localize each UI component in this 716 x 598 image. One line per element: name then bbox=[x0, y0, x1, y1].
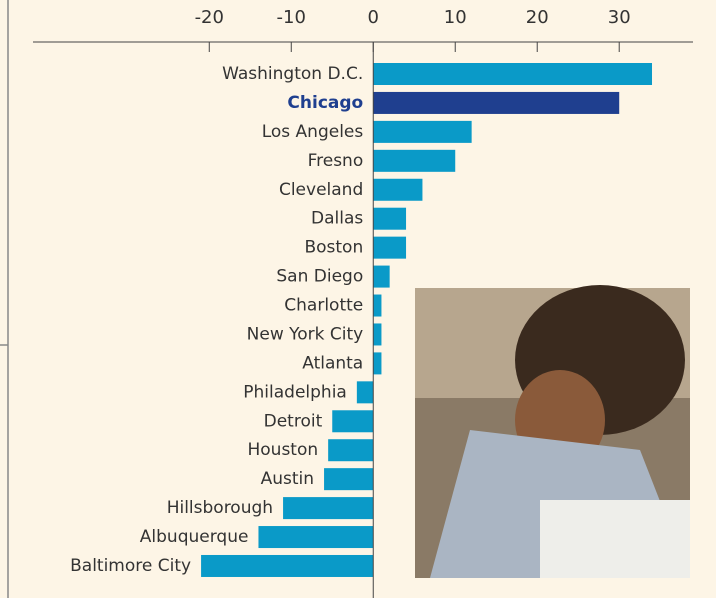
category-label: Hillsborough bbox=[167, 498, 273, 518]
category-label: Austin bbox=[261, 469, 314, 489]
bar bbox=[373, 208, 406, 230]
x-tick-label: -20 bbox=[195, 7, 224, 28]
category-label: Atlanta bbox=[302, 353, 363, 373]
bar bbox=[373, 179, 422, 201]
category-label: Boston bbox=[304, 238, 363, 258]
x-tick-label: -10 bbox=[277, 7, 306, 28]
x-tick-label: 0 bbox=[368, 7, 379, 28]
category-label: Fresno bbox=[308, 151, 364, 171]
photo bbox=[415, 285, 690, 578]
category-label: Dallas bbox=[311, 209, 363, 229]
bar bbox=[373, 150, 455, 172]
bar bbox=[373, 323, 381, 345]
category-label: Detroit bbox=[264, 411, 323, 431]
category-label: Chicago bbox=[287, 93, 363, 113]
bar bbox=[373, 295, 381, 317]
x-tick-label: 20 bbox=[526, 7, 549, 28]
x-tick-label: 30 bbox=[608, 7, 631, 28]
bar bbox=[357, 381, 373, 403]
bar bbox=[373, 266, 389, 288]
bar bbox=[373, 63, 652, 85]
bar bbox=[258, 526, 373, 548]
category-label: Baltimore City bbox=[70, 556, 191, 576]
bar bbox=[373, 92, 619, 114]
category-label: New York City bbox=[247, 324, 364, 344]
category-label: Cleveland bbox=[279, 180, 363, 200]
category-label: Charlotte bbox=[284, 296, 363, 316]
category-label: Philadelphia bbox=[243, 382, 347, 402]
bar bbox=[328, 439, 373, 461]
bar bbox=[201, 555, 373, 577]
category-label: San Diego bbox=[276, 267, 363, 287]
category-label: Albuquerque bbox=[140, 527, 249, 547]
bar bbox=[324, 468, 373, 490]
chart: -20 -10 0 10 20 30 Washington D.C. Chicago Los A… bbox=[0, 0, 716, 598]
category-label: Washington D.C. bbox=[222, 64, 363, 84]
bar bbox=[332, 410, 373, 432]
category-label: Los Angeles bbox=[262, 122, 364, 142]
bar bbox=[373, 352, 381, 374]
bar bbox=[373, 237, 406, 259]
photo-paper bbox=[540, 500, 690, 578]
bar bbox=[283, 497, 373, 519]
page: -20 -10 0 10 20 30 Washington D.C. Chicago Los A… bbox=[0, 0, 716, 598]
category-label: Houston bbox=[247, 440, 318, 460]
bar bbox=[373, 121, 471, 143]
x-tick-label: 10 bbox=[444, 7, 467, 28]
